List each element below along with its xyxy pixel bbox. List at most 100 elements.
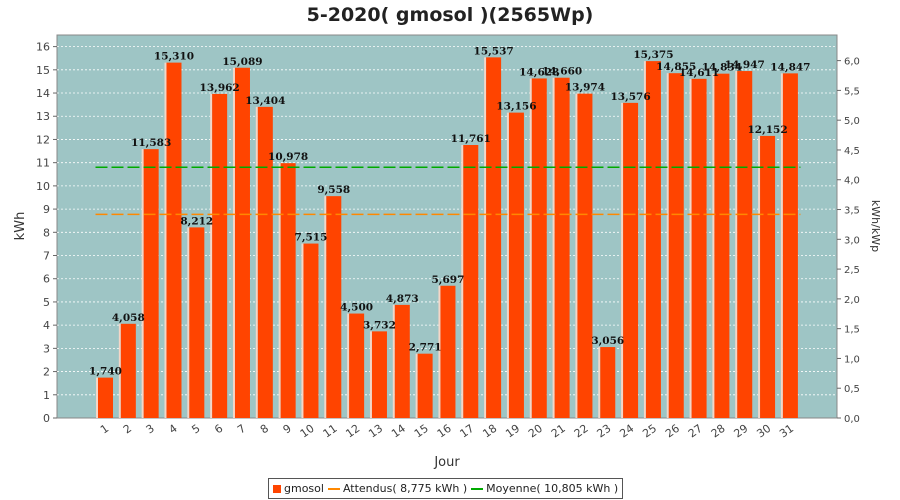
legend-label-gmosol: gmosol: [284, 482, 324, 495]
legend-label-attendus: Attendus( 8,775 kWh ): [342, 482, 468, 495]
x-tick-label: 29: [732, 422, 751, 441]
x-tick-label: 19: [503, 422, 522, 441]
x-tick-label: 12: [343, 422, 362, 441]
y-tick-label: 3: [43, 342, 50, 355]
y-tick-label: 13: [36, 110, 50, 123]
y-right-tick-label: 4,5: [844, 146, 860, 157]
x-tick-label: 21: [549, 422, 568, 441]
data-label: 2,771: [409, 342, 442, 354]
x-tick-label: 30: [754, 422, 773, 441]
bar-edge: [712, 73, 715, 419]
bar: [691, 78, 707, 419]
x-tick-label: 6: [212, 422, 225, 437]
y-tick-label: 2: [43, 366, 50, 379]
data-label: 4,873: [386, 293, 419, 305]
bar-edge: [484, 57, 487, 418]
bar: [531, 78, 547, 418]
data-label: 8,212: [180, 215, 213, 227]
data-label: 14,660: [542, 66, 582, 78]
data-label: 14,847: [770, 61, 810, 73]
data-label: 7,515: [295, 232, 328, 244]
bar: [394, 304, 410, 418]
bar: [668, 73, 684, 419]
bar: [212, 93, 228, 419]
bar-edge: [621, 102, 624, 418]
bar: [600, 347, 616, 418]
y-right-tick-label: 5,5: [844, 86, 860, 97]
bar: [760, 135, 776, 418]
y-tick-label: 9: [43, 203, 50, 216]
bar-edge: [118, 323, 121, 418]
y-tick-label: 14: [36, 87, 50, 100]
bar: [554, 77, 570, 419]
y-tick-label: 0: [43, 412, 50, 425]
legend-label-moyenne: Moyenne( 10,805 kWh ): [486, 482, 619, 495]
bar: [234, 67, 250, 418]
y-tick-label: 15: [36, 64, 50, 77]
data-label: 5,697: [432, 274, 465, 286]
bar-edge: [255, 106, 258, 418]
y-right-tick-label: 1,5: [844, 325, 860, 336]
legend-swatch-attendus: [327, 487, 340, 490]
y-tick-label: 16: [36, 41, 50, 54]
data-label: 4,500: [340, 302, 373, 314]
bar-edge: [780, 73, 783, 419]
bar: [189, 227, 205, 418]
bar: [371, 331, 387, 418]
y-tick-label: 11: [36, 157, 50, 170]
y-right-tick-label: 5,0: [844, 116, 860, 127]
data-label: 13,962: [200, 82, 240, 94]
x-tick-label: 2: [121, 422, 134, 437]
x-tick-label: 17: [458, 422, 477, 441]
data-label: 4,058: [112, 312, 145, 324]
bar-edge: [598, 347, 601, 418]
bar-edge: [689, 78, 692, 419]
bar: [349, 313, 365, 418]
legend-swatch-moyenne: [471, 487, 484, 490]
bar-edge: [278, 163, 281, 418]
bar-edge: [575, 93, 578, 418]
data-label: 15,537: [474, 45, 514, 57]
bar: [714, 73, 730, 419]
data-label: 14,855: [656, 61, 696, 73]
data-label: 12,152: [747, 124, 787, 136]
bar: [463, 145, 479, 418]
y-right-tick-label: 2,5: [844, 265, 860, 276]
x-tick-label: 25: [640, 422, 659, 441]
bar: [120, 323, 136, 418]
data-label: 15,310: [154, 51, 194, 63]
x-tick-label: 9: [281, 422, 294, 437]
x-tick-label: 5: [189, 422, 202, 437]
legend-item-moyenne: Moyenne( 10,805 kWh ): [471, 482, 618, 495]
y-axis-label: kWh: [13, 212, 28, 241]
bar: [782, 73, 798, 419]
x-tick-label: 24: [617, 422, 636, 441]
x-axis: 1 2 3 4 5 6 7 8 9 10 11 12 13 14 15 16 17 18 19 20 21 22 23 24 2…: [98, 422, 796, 441]
x-tick-label: 10: [298, 422, 317, 441]
y-tick-label: 5: [43, 296, 50, 309]
y-tick-label: 8: [43, 226, 50, 239]
y-tick-label: 4: [43, 319, 50, 332]
x-tick-label: 15: [412, 422, 431, 441]
bar: [326, 196, 342, 418]
data-label: 9,558: [317, 184, 350, 196]
legend-swatch-gmosol: [273, 484, 281, 493]
y-right-tick-label: 0,5: [844, 384, 860, 395]
bar: [166, 62, 182, 418]
x-tick-label: 1: [98, 422, 111, 437]
bar-edge: [666, 73, 669, 419]
bar-edge: [392, 304, 395, 418]
bar-edge: [643, 61, 646, 418]
bar-edge: [552, 77, 555, 419]
bar-edge: [369, 331, 372, 418]
bar-edge: [187, 227, 190, 418]
bar-edge: [232, 67, 235, 418]
x-tick-label: 26: [663, 422, 682, 441]
bar-edge: [461, 145, 464, 418]
bar-edge: [506, 112, 509, 418]
y-right-tick-label: 2,0: [844, 295, 860, 306]
bar-edge: [141, 149, 144, 418]
y-axis-right: 0,0 0,5 1,0 1,5 2,0 2,5 3,0 3,5 4,0 4,5 5,0 5,5 6,0: [837, 57, 860, 425]
